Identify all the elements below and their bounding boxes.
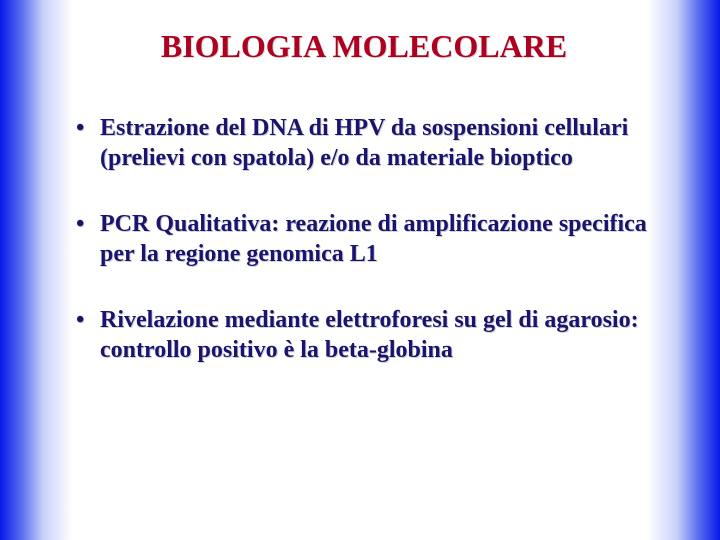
slide-title: BIOLOGIA MOLECOLARE [72,28,656,65]
bullet-list: Estrazione del DNA di HPV da sospensioni… [72,113,656,365]
slide: BIOLOGIA MOLECOLARE Estrazione del DNA d… [0,0,720,540]
bullet-item: PCR Qualitativa: reazione di amplificazi… [72,209,656,269]
bullet-item: Rivelazione mediante elettroforesi su ge… [72,305,656,365]
bullet-item: Estrazione del DNA di HPV da sospensioni… [72,113,656,173]
